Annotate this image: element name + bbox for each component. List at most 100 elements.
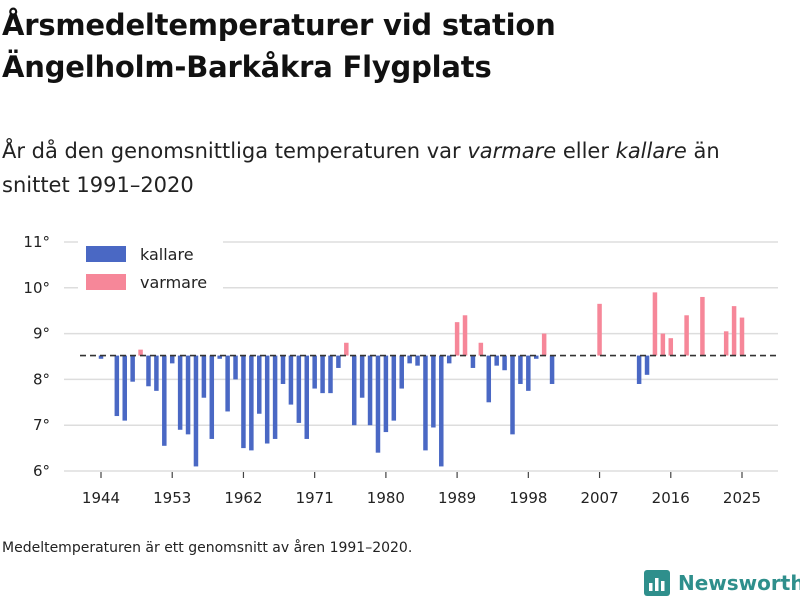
bar-2012 xyxy=(636,355,642,384)
subtitle-part-1: År då den genomsnittliga temperaturen va… xyxy=(2,139,468,163)
legend: kallare varmare xyxy=(78,239,223,301)
bar-2014 xyxy=(652,292,658,356)
bar-2023 xyxy=(723,331,729,356)
bar-1946 xyxy=(114,355,120,417)
bar-2007 xyxy=(597,303,602,356)
bar-1999 xyxy=(534,355,539,359)
bar-1957 xyxy=(201,355,207,398)
y-tick-label: 6° xyxy=(33,462,50,480)
bar-1986 xyxy=(431,355,436,428)
temperature-bar-chart: 6°7°8°9°10°11° 1944 1953 1962 1971 1980 1989 1… xyxy=(23,233,778,507)
bar-1950 xyxy=(146,355,151,387)
bar-1984 xyxy=(415,355,420,366)
chart-title-line-2: Ängelholm-Barkåkra Flygplats xyxy=(2,50,492,84)
bar-1961 xyxy=(233,355,238,380)
newsworthy-logo-icon xyxy=(644,570,670,596)
brand-logo: Newsworthy xyxy=(644,570,800,596)
bar-1997 xyxy=(518,355,523,384)
x-tick-label: 2025 xyxy=(723,489,761,507)
subtitle-warm-word: varmare xyxy=(467,139,557,163)
x-axis-labels: 1944 1953 1962 1971 1980 1989 1998 2007 2016 2025 xyxy=(82,472,761,507)
bar-1982 xyxy=(399,355,404,389)
bar-2015 xyxy=(660,333,666,356)
legend-warmer-label: varmare xyxy=(140,273,207,292)
x-tick-label: 2016 xyxy=(652,489,690,507)
x-tick-label: 1980 xyxy=(367,489,405,507)
bar-1967 xyxy=(280,355,286,384)
x-tick-label: 1989 xyxy=(438,489,476,507)
bar-1955 xyxy=(185,355,191,435)
bar-1970 xyxy=(304,355,309,439)
bar-2018 xyxy=(684,315,689,356)
bar-1951 xyxy=(154,355,159,391)
bar-1963 xyxy=(249,355,254,451)
subtitle-cold-word: kallare xyxy=(615,139,687,163)
bar-1965 xyxy=(264,355,270,444)
brand-name: Newsworthy xyxy=(678,571,800,595)
bar-1975 xyxy=(344,342,349,356)
x-tick-label: 1998 xyxy=(509,489,547,507)
bar-1979 xyxy=(375,355,381,453)
y-tick-label: 11° xyxy=(23,233,50,251)
bar-2016 xyxy=(668,338,674,356)
bar-2013 xyxy=(644,355,650,375)
x-tick-label: 1953 xyxy=(153,489,191,507)
footnote: Medeltemperaturen är ett genomsnitt av å… xyxy=(2,540,413,556)
bar-1991 xyxy=(470,355,476,368)
bar-1995 xyxy=(502,355,507,371)
bar-1992 xyxy=(478,342,484,356)
bar-1944 xyxy=(98,355,104,359)
y-tick-label: 7° xyxy=(33,416,50,434)
bar-1977 xyxy=(359,355,365,398)
legend-warmer-swatch xyxy=(86,274,126,290)
bars xyxy=(98,292,745,467)
bar-2024 xyxy=(731,306,737,356)
bar-1964 xyxy=(257,355,262,414)
y-tick-label: 8° xyxy=(33,370,50,388)
subtitle-part-3: än snittet 1991–2020 xyxy=(2,139,720,197)
bar-1971 xyxy=(312,355,317,389)
bar-1962 xyxy=(241,355,246,449)
bar-1958 xyxy=(209,355,215,439)
bar-1988 xyxy=(446,355,452,364)
x-tick-label: 1971 xyxy=(296,489,334,507)
chart-title-line-1: Årsmedeltemperaturer vid station xyxy=(2,8,556,42)
bar-2001 xyxy=(549,355,555,384)
y-axis-labels: 6° 7° 8° 9° 10° 11° xyxy=(23,233,50,480)
bar-2000 xyxy=(541,333,547,356)
bar-1983 xyxy=(407,355,412,364)
y-tick-label: 10° xyxy=(23,279,50,297)
bar-1948 xyxy=(130,355,135,382)
bar-1973 xyxy=(328,355,333,394)
bar-1987 xyxy=(439,355,444,467)
chart-title: Årsmedeltemperaturer vid station Ängelho… xyxy=(2,4,782,88)
bar-1996 xyxy=(510,355,515,435)
bar-1949 xyxy=(138,349,143,356)
bar-1959 xyxy=(217,355,222,359)
bar-1947 xyxy=(122,355,127,421)
bar-2020 xyxy=(700,296,705,356)
x-tick-label: 1944 xyxy=(82,489,120,507)
bar-1981 xyxy=(391,355,397,421)
x-tick-label: 1962 xyxy=(224,489,262,507)
bar-1990 xyxy=(462,315,468,356)
bar-1976 xyxy=(351,355,357,426)
bar-1954 xyxy=(177,355,183,430)
bar-1969 xyxy=(296,355,302,423)
bar-1994 xyxy=(494,355,499,366)
bar-1989 xyxy=(454,322,460,356)
bar-1974 xyxy=(336,355,341,368)
bar-1972 xyxy=(320,355,325,394)
bar-1966 xyxy=(272,355,278,439)
chart-subtitle: År då den genomsnittliga temperaturen va… xyxy=(2,134,792,202)
bar-1980 xyxy=(383,355,389,433)
subtitle-part-2: eller xyxy=(556,139,616,163)
bar-1985 xyxy=(423,355,428,451)
bar-1993 xyxy=(486,355,492,403)
bar-1978 xyxy=(367,355,373,426)
bar-1968 xyxy=(288,355,294,405)
legend-colder-label: kallare xyxy=(140,245,194,264)
bar-1952 xyxy=(162,355,167,446)
bar-1998 xyxy=(526,355,531,391)
x-tick-label: 2007 xyxy=(580,489,618,507)
